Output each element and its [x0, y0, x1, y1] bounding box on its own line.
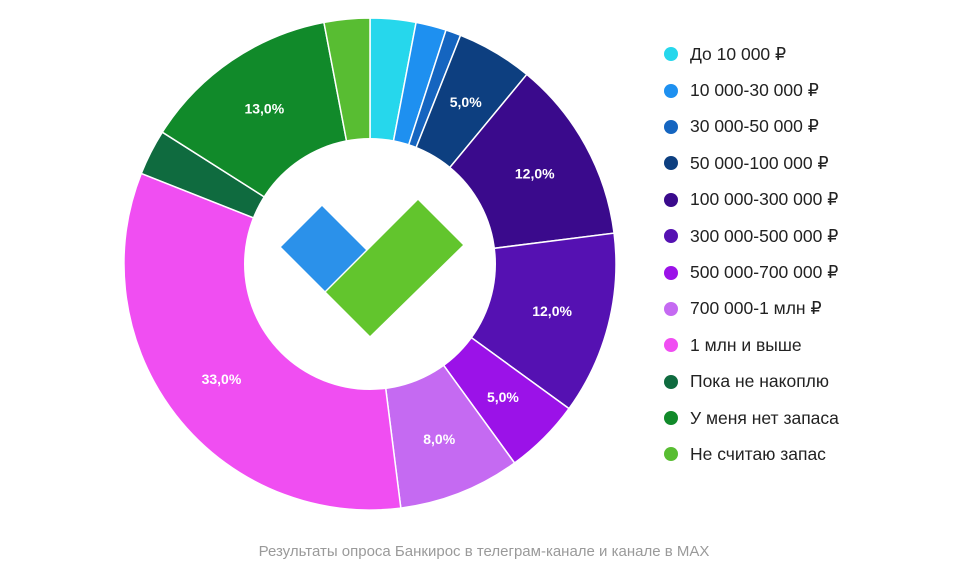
legend-label: 30 000-50 000 ₽ — [690, 116, 819, 137]
legend-label: 300 000-500 000 ₽ — [690, 225, 839, 246]
legend-item: 10 000-30 000 ₽ — [664, 72, 839, 108]
legend-swatch — [664, 47, 678, 62]
legend-swatch — [664, 374, 678, 389]
legend-swatch — [664, 83, 678, 98]
slice-value-label-7: 5,0% — [487, 389, 519, 405]
legend-item: 30 000-50 000 ₽ — [664, 109, 839, 145]
legend-item: Пока не накоплю — [664, 364, 839, 400]
slice-value-label-4: 5,0% — [450, 94, 482, 110]
legend-item: 50 000-100 000 ₽ — [664, 145, 839, 181]
chart-caption: Результаты опроса Банкирос в телеграм-ка… — [258, 543, 710, 560]
legend-swatch — [664, 301, 678, 316]
slice-value-label-8: 8,0% — [423, 431, 455, 447]
checkmark-logo-left-square — [281, 206, 366, 291]
checkmark-logo — [281, 200, 463, 336]
legend-swatch — [664, 411, 678, 426]
slice-value-label-5: 12,0% — [515, 165, 555, 181]
legend-item: 700 000-1 млн ₽ — [664, 291, 839, 327]
legend-swatch — [664, 119, 678, 134]
legend-label: 100 000-300 000 ₽ — [690, 189, 839, 210]
legend-label: 50 000-100 000 ₽ — [690, 152, 829, 173]
legend-label: 10 000-30 000 ₽ — [690, 80, 819, 101]
legend-label: У меня нет запаса — [690, 407, 839, 428]
legend-label: 1 млн и выше — [690, 334, 802, 355]
legend-item: 100 000-300 000 ₽ — [664, 182, 839, 218]
legend-label: Пока не накоплю — [690, 371, 830, 392]
legend-swatch — [664, 229, 678, 244]
legend-item: 500 000-700 000 ₽ — [664, 254, 839, 290]
legend-label: 700 000-1 млн ₽ — [690, 298, 822, 319]
slice-value-label-6: 12,0% — [532, 303, 572, 319]
checkmark-logo-right-bar — [326, 200, 463, 336]
legend-label: 500 000-700 000 ₽ — [690, 262, 839, 283]
legend-item: Не считаю запас — [664, 436, 839, 472]
legend-swatch — [664, 338, 678, 353]
legend-swatch — [664, 447, 678, 462]
legend-swatch — [664, 156, 678, 171]
legend: До 10 000 ₽ 10 000-30 000 ₽ 30 000-50 000 … — [664, 36, 839, 473]
slice-value-label-11: 13,0% — [244, 101, 284, 117]
legend-item: 1 млн и выше — [664, 327, 839, 363]
legend-label: Не считаю запас — [690, 443, 826, 464]
legend-swatch — [664, 265, 678, 280]
legend-swatch — [664, 192, 678, 207]
legend-label: До 10 000 ₽ — [690, 43, 787, 64]
legend-item: 300 000-500 000 ₽ — [664, 218, 839, 254]
slice-value-label-9: 33,0% — [202, 371, 242, 387]
legend-item: У меня нет запаса — [664, 400, 839, 436]
legend-item: До 10 000 ₽ — [664, 36, 839, 72]
